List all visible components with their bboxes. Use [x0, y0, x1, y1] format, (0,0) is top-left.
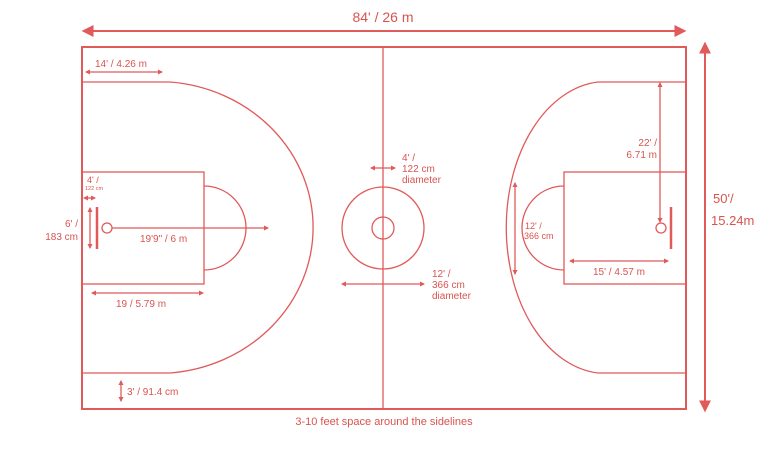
- sideline-space-caption: 3-10 feet space around the sidelines: [295, 416, 473, 428]
- key-width-label-line2: 366 cm: [524, 231, 554, 241]
- key-width-label-line1: 12' /: [525, 221, 542, 231]
- three-point-arc-label-line1: 22' /: [638, 138, 657, 149]
- backboard-distance-label-line2: 122 cm: [85, 186, 103, 192]
- center-inner-label-line2: 122 cm: [402, 164, 435, 175]
- three-point-radius-label: 19'9" / 6 m: [140, 234, 187, 245]
- right-hoop: [655, 222, 667, 234]
- left-three-point-line: [82, 81, 314, 374]
- corner-line-distance-label: 3' / 91.4 cm: [127, 387, 178, 398]
- backboard-width-label-line2: 183 cm: [45, 232, 78, 243]
- backboard-distance-label-line1: 4' /: [87, 175, 99, 185]
- left-hoop: [101, 222, 113, 234]
- center-outer-label-line3: diameter: [432, 291, 472, 302]
- length-label: 84' / 26 m: [352, 9, 413, 25]
- backboard-width-label-line1: 6' /: [65, 219, 78, 230]
- right-key: [563, 171, 687, 285]
- right-free-throw-circle: [521, 185, 565, 271]
- center-inner-label-line3: diameter: [402, 175, 442, 186]
- width-label-line2: 15.24m: [711, 213, 754, 228]
- center-circle-inner: [371, 216, 395, 240]
- width-label-line1: 50'/: [713, 191, 734, 206]
- center-outer-label-line1: 12' /: [432, 269, 451, 280]
- right-three-point-line: [505, 81, 686, 374]
- center-inner-label-line1: 4' /: [402, 153, 415, 164]
- corner-three-label: 14' / 4.26 m: [95, 59, 147, 70]
- center-circle-outer: [341, 186, 425, 270]
- three-point-arc-label-line2: 6.71 m: [626, 150, 657, 161]
- free-throw-distance-label: 19 / 5.79 m: [116, 299, 166, 310]
- center-outer-label-line2: 366 cm: [432, 280, 465, 291]
- key-length-label: 15' / 4.57 m: [593, 267, 645, 278]
